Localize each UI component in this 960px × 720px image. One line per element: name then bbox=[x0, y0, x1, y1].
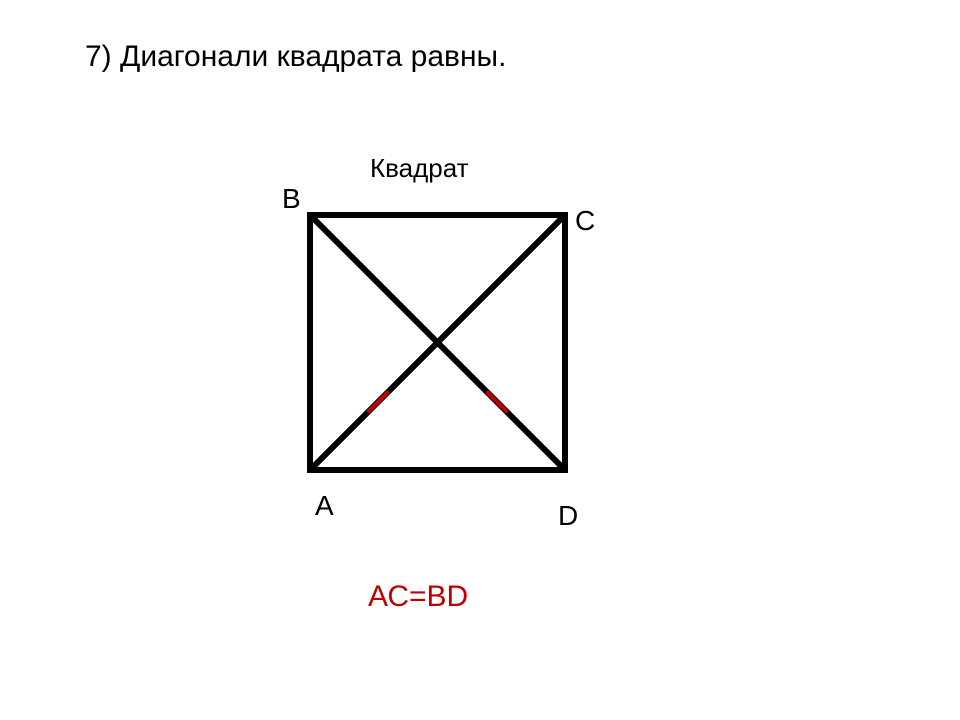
vertex-label-d: D bbox=[558, 500, 578, 532]
vertex-label-b: B bbox=[282, 183, 301, 215]
diagram-stage: 7) Диагонали квадрата равны. Квадрат A B… bbox=[0, 0, 960, 720]
geometry-svg bbox=[0, 0, 960, 720]
diagonal-equation: АС=ВD bbox=[368, 580, 468, 614]
vertex-label-a: A bbox=[315, 490, 334, 522]
vertex-label-c: C bbox=[575, 205, 595, 237]
